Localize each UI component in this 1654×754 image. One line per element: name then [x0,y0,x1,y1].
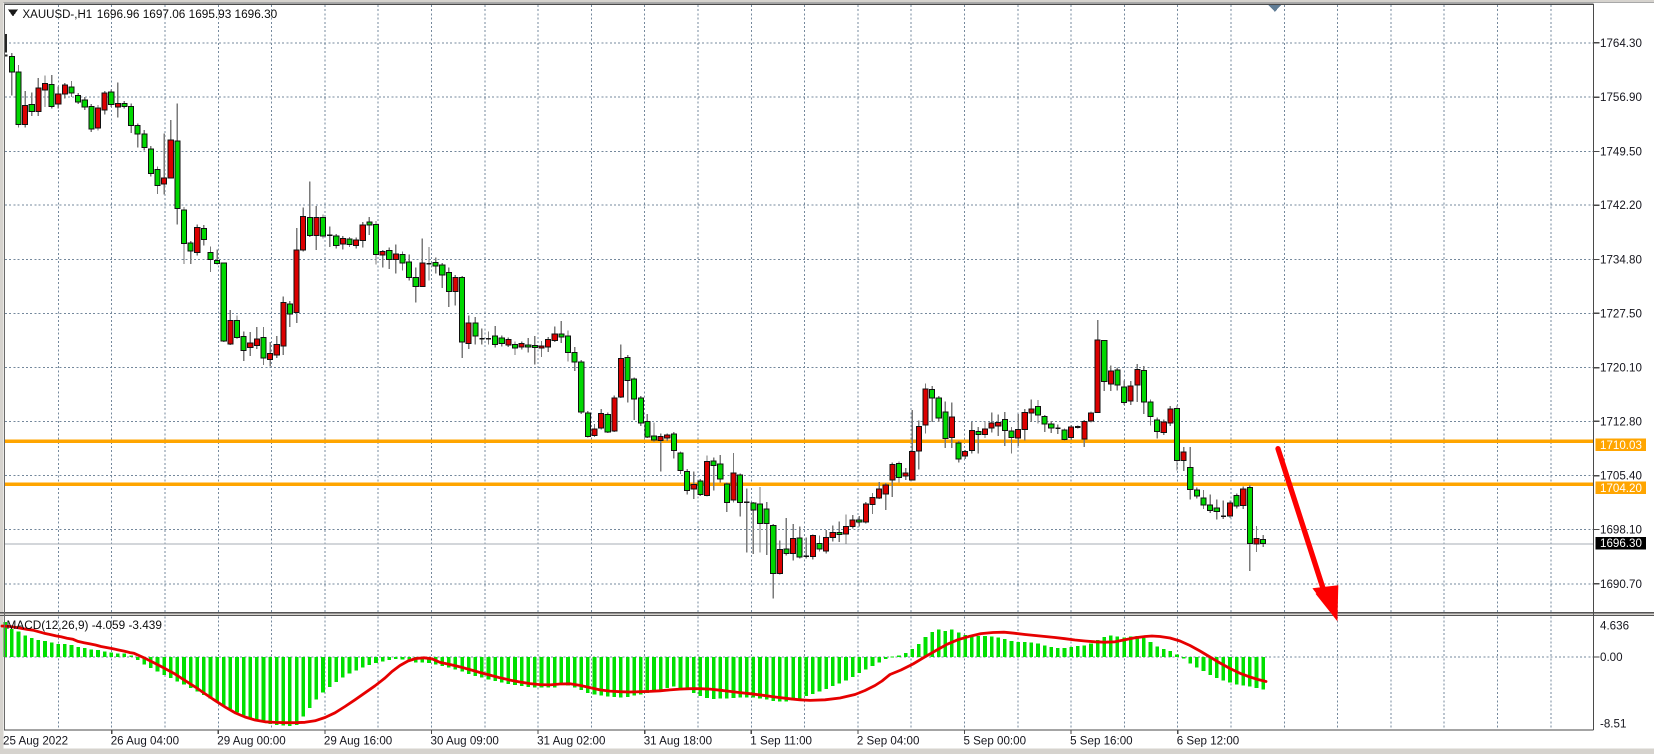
svg-text:31 Aug 02:00: 31 Aug 02:00 [537,735,605,748]
svg-text:6 Sep 12:00: 6 Sep 12:00 [1177,735,1240,748]
svg-text:1704.20: 1704.20 [1600,482,1642,495]
svg-text:30 Aug 09:00: 30 Aug 09:00 [431,735,499,748]
svg-text:5 Sep 16:00: 5 Sep 16:00 [1070,735,1133,748]
svg-text:1696.30: 1696.30 [1600,537,1642,550]
svg-text:5 Sep 00:00: 5 Sep 00:00 [964,735,1027,748]
svg-text:31 Aug 18:00: 31 Aug 18:00 [644,735,712,748]
svg-text:1749.50: 1749.50 [1600,146,1642,159]
svg-text:4.636: 4.636 [1600,619,1629,632]
svg-text:1727.50: 1727.50 [1600,307,1642,320]
svg-text:MACD(12,26,9) -4.059 -3.439: MACD(12,26,9) -4.059 -3.439 [7,618,162,632]
svg-text:29 Aug 16:00: 29 Aug 16:00 [324,735,392,748]
svg-text:1712.80: 1712.80 [1600,415,1642,428]
svg-text:25 Aug 2022: 25 Aug 2022 [3,735,68,748]
svg-text:1690.70: 1690.70 [1600,578,1642,591]
svg-text:26 Aug 04:00: 26 Aug 04:00 [111,735,179,748]
svg-text:2 Sep 04:00: 2 Sep 04:00 [857,735,920,748]
svg-text:1756.90: 1756.90 [1600,91,1642,104]
svg-text:1742.20: 1742.20 [1600,199,1642,212]
svg-text:1696.96 1697.06 1695.93 1696.3: 1696.96 1697.06 1695.93 1696.30 [97,7,278,21]
svg-text:1764.30: 1764.30 [1600,37,1642,50]
svg-text:1705.40: 1705.40 [1600,470,1642,483]
svg-text:0.00: 0.00 [1600,651,1623,664]
svg-text:1734.80: 1734.80 [1600,254,1642,267]
svg-text:1710.03: 1710.03 [1600,439,1642,452]
svg-text:-8.51: -8.51 [1600,717,1626,730]
svg-text:1 Sep 11:00: 1 Sep 11:00 [750,735,812,748]
svg-text:XAUUSD-,H1: XAUUSD-,H1 [23,9,93,21]
svg-text:1698.10: 1698.10 [1600,523,1642,536]
svg-text:1720.10: 1720.10 [1600,362,1642,375]
svg-text:29 Aug 00:00: 29 Aug 00:00 [217,735,285,748]
